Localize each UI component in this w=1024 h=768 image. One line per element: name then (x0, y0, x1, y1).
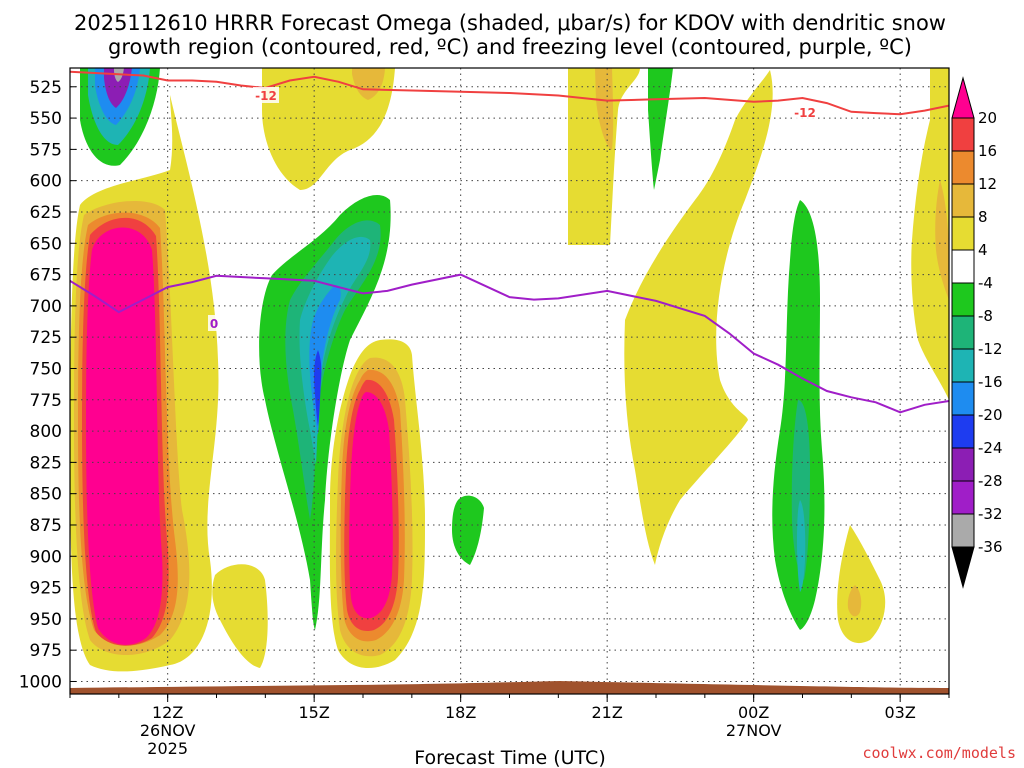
terrain-strip (70, 681, 949, 694)
y-tick-label: 775 (30, 391, 62, 411)
y-tick-label: 925 (30, 579, 62, 599)
omega-region-pos-lowleft (212, 564, 268, 668)
y-tick-label: 550 (30, 109, 62, 129)
y-tick-label: 850 (30, 485, 62, 505)
colorbar-level-label: 8 (978, 208, 988, 226)
x-tick-label: 03Z (885, 703, 916, 722)
colorbar-level-label: 20 (978, 109, 997, 127)
colorbar-swatch (951, 513, 975, 548)
x-tick-label: 00Z (738, 703, 769, 722)
y-tick-label: 525 (30, 78, 62, 98)
omega-region-neg-topleft-purple (104, 68, 132, 108)
contour-freezing-line (70, 273, 949, 414)
omega-region-pos-rightedge-gold (935, 180, 949, 300)
y-tick-label: 650 (30, 234, 62, 254)
y-tick-label: 725 (30, 328, 62, 348)
plot-area (70, 68, 949, 694)
y-tick-label: 750 (30, 359, 62, 379)
colorbar-level-label: -32 (978, 505, 1003, 523)
colorbar-level-label: -12 (978, 340, 1003, 358)
contour-minus12-label-2: -12 (794, 106, 816, 120)
colorbar-swatch (951, 249, 975, 284)
contour-minus12-line (70, 70, 949, 116)
x-tick-date-label: 27NOV (726, 721, 782, 740)
y-axis: 525 550 575 600 625 650 675 700 725 750 775 800 825 8… (19, 78, 76, 692)
x-axis-title: Forecast Time (UTC) (414, 747, 605, 768)
colorbar-level-label: -16 (978, 373, 1003, 391)
colorbar-swatch (951, 216, 975, 251)
omega-region-pos-16z-magenta (349, 392, 393, 619)
colorbar-swatch (951, 150, 975, 185)
omega-region-pos-top15z (262, 68, 395, 190)
colorbar-level-label: -20 (978, 406, 1003, 424)
x-tick-label: 15Z (299, 703, 330, 722)
y-tick-label: 700 (30, 297, 62, 317)
colorbar-swatch (951, 480, 975, 515)
colorbar: 20 16 12 8 4 -4 -8 -12 -16 -20 -24 -28 -32 -36 (951, 76, 1003, 589)
credit-text: coolwx.com/models (862, 744, 1016, 762)
y-tick-label: 625 (30, 203, 62, 223)
y-tick-label: 950 (30, 610, 62, 630)
y-tick-label: 875 (30, 516, 62, 536)
colorbar-level-label: 12 (978, 175, 997, 193)
omega-region-neg-01z-cyan (797, 500, 806, 592)
y-tick-label: 575 (30, 140, 62, 160)
colorbar-swatch (951, 447, 975, 482)
colorbar-swatch (951, 117, 975, 152)
omega-region-pos-rightedge (911, 68, 949, 400)
colorbar-level-label: -24 (978, 439, 1003, 457)
colorbar-swatch (951, 315, 975, 350)
x-tick-label: 12Z (152, 703, 183, 722)
x-tick-label: 18Z (445, 703, 476, 722)
y-tick-label: 600 (30, 172, 62, 192)
omega-region-pos-left-magenta (86, 227, 163, 645)
omega-region-pos-02z (837, 525, 886, 644)
colorbar-swatch (951, 414, 975, 449)
omega-region-neg-01z-teal (791, 400, 810, 580)
omega-region-pos-23z (624, 70, 773, 565)
colorbar-level-label: -8 (978, 307, 993, 325)
x-tick-year-label: 2025 (147, 739, 188, 758)
colorbar-swatch (951, 381, 975, 416)
colorbar-level-label: 4 (978, 241, 988, 259)
omega-region-pos-21z-gold (595, 68, 614, 150)
colorbar-bottom-arrow (951, 546, 975, 589)
y-tick-label: 675 (30, 266, 62, 286)
chart-title-line1: 2025112610 HRRR Forecast Omega (shaded, … (74, 11, 946, 35)
omega-region-pos-02z-gold (847, 585, 862, 617)
y-tick-label: 825 (30, 453, 62, 473)
chart-title-line2: growth region (contoured, red, ºC) and f… (108, 35, 912, 59)
colorbar-swatch (951, 348, 975, 383)
omega-region-neg-18z (452, 495, 484, 565)
omega-region-pos-21z-top (568, 68, 640, 245)
y-tick-label: 1000 (19, 672, 62, 692)
y-tick-label: 900 (30, 547, 62, 567)
colorbar-level-label: -36 (978, 538, 1003, 556)
x-tick-date-label: 26NOV (140, 721, 196, 740)
x-tick-label: 21Z (592, 703, 623, 722)
colorbar-level-label: -28 (978, 472, 1003, 490)
colorbar-swatch (951, 282, 975, 317)
y-tick-label: 800 (30, 422, 62, 442)
omega-region-pos-top15z-gold (352, 68, 385, 100)
contour-minus12-label: -12 (255, 89, 277, 103)
y-tick-label: 975 (30, 641, 62, 661)
colorbar-top-arrow (951, 76, 975, 119)
contour-freezing-label: 0 (210, 317, 218, 331)
contour-labels: -12 -12 0 (208, 87, 818, 331)
omega-shading (70, 68, 949, 672)
colorbar-level-label: 16 (978, 142, 997, 160)
colorbar-level-label: -4 (978, 274, 993, 292)
omega-region-neg-15z-darkblue (314, 350, 322, 426)
colorbar-swatch (951, 183, 975, 218)
